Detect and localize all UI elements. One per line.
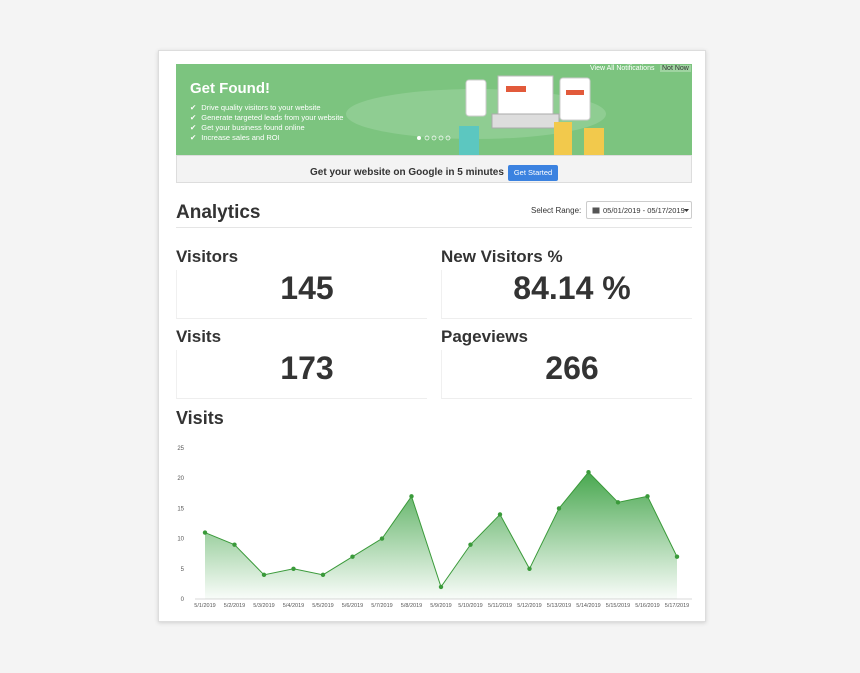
point bbox=[674, 554, 680, 559]
point bbox=[615, 500, 621, 505]
point bbox=[350, 554, 355, 559]
x-tick-label: 5/17/2019 bbox=[665, 603, 689, 609]
stat-box bbox=[441, 350, 692, 399]
range-picker[interactable]: 05/01/2019 - 05/17/2019 bbox=[586, 201, 692, 219]
tablet bbox=[559, 77, 591, 121]
stat-box bbox=[176, 270, 427, 319]
point bbox=[556, 506, 562, 511]
not-now-button[interactable]: Not Now bbox=[660, 65, 691, 72]
banner-bullet: Get your business found online bbox=[190, 123, 304, 132]
stat-value: 145 bbox=[280, 270, 334, 306]
point bbox=[202, 530, 208, 535]
stat-value: 84.14 % bbox=[513, 270, 631, 306]
stat-label: New Visitors % bbox=[441, 247, 563, 266]
chart-title: Visits bbox=[176, 408, 224, 428]
point bbox=[527, 566, 532, 571]
x-tick-label: 5/5/2019 bbox=[312, 603, 333, 609]
point bbox=[261, 572, 267, 578]
analytics-title: Analytics bbox=[176, 202, 261, 223]
cta-text: Get your website on Google in 5 minutes bbox=[310, 167, 504, 178]
stat-box bbox=[441, 270, 692, 319]
calendar-icon bbox=[592, 207, 600, 214]
cta-bar bbox=[176, 155, 692, 183]
range-value: 05/01/2019 - 05/17/2019 bbox=[603, 206, 685, 215]
tablet-block bbox=[566, 90, 584, 95]
divider bbox=[176, 227, 692, 228]
y-tick-label: 10 bbox=[177, 537, 184, 543]
point bbox=[291, 566, 296, 571]
point bbox=[497, 512, 503, 517]
stat-value: 266 bbox=[545, 350, 599, 386]
x-tick-label: 5/15/2019 bbox=[606, 603, 630, 609]
laptop-keyboard bbox=[491, 113, 560, 129]
stat-label: Visitors bbox=[176, 247, 239, 266]
point bbox=[232, 542, 237, 547]
x-tick-label: 5/12/2019 bbox=[517, 603, 541, 609]
arm-right-2 bbox=[584, 128, 604, 155]
laptop-block bbox=[506, 86, 526, 92]
y-tick-label: 5 bbox=[181, 567, 185, 573]
point bbox=[320, 572, 326, 578]
stat-label: Visits bbox=[176, 327, 222, 346]
laptop-screen bbox=[497, 75, 554, 115]
x-tick-label: 5/3/2019 bbox=[253, 603, 274, 609]
stat-label: Pageviews bbox=[441, 327, 528, 346]
y-tick-label: 20 bbox=[177, 476, 184, 482]
point bbox=[645, 494, 650, 499]
y-tick-label: 25 bbox=[177, 446, 184, 452]
x-tick-label: 5/4/2019 bbox=[283, 603, 304, 609]
y-tick-label: 15 bbox=[177, 506, 184, 512]
point bbox=[409, 494, 414, 499]
get-started-button[interactable]: Get Started bbox=[508, 165, 558, 181]
point bbox=[379, 536, 385, 541]
banner-bullet: Drive quality visitors to your website bbox=[190, 103, 320, 112]
x-tick-label: 5/11/2019 bbox=[488, 603, 512, 609]
carousel-dot bbox=[424, 135, 430, 141]
carousel-dot bbox=[417, 136, 421, 140]
range-label: Select Range: bbox=[531, 206, 582, 215]
x-tick-label: 5/16/2019 bbox=[635, 603, 659, 609]
x-tick-label: 5/6/2019 bbox=[342, 603, 363, 609]
caret bbox=[684, 209, 689, 212]
phone bbox=[465, 79, 487, 117]
carousel-dot bbox=[438, 135, 444, 141]
x-tick-label: 5/8/2019 bbox=[401, 603, 422, 609]
x-tick-label: 5/10/2019 bbox=[458, 603, 482, 609]
banner-title: Get Found! bbox=[190, 80, 270, 97]
x-tick-label: 5/2/2019 bbox=[224, 603, 245, 609]
view-all-link[interactable]: View All Notifications bbox=[590, 65, 655, 72]
x-tick-label: 5/1/2019 bbox=[194, 603, 215, 609]
carousel-dot bbox=[445, 135, 451, 141]
stat-box bbox=[176, 350, 427, 399]
x-tick-label: 5/7/2019 bbox=[371, 603, 392, 609]
x-tick-label: 5/14/2019 bbox=[576, 603, 600, 609]
arm-left bbox=[459, 126, 479, 155]
point bbox=[468, 542, 473, 547]
carousel-dot bbox=[431, 135, 437, 141]
banner-illustration bbox=[346, 75, 606, 155]
x-tick-label: 5/13/2019 bbox=[547, 603, 571, 609]
point bbox=[438, 584, 444, 590]
area bbox=[205, 472, 677, 599]
banner-bullet: Increase sales and ROI bbox=[190, 133, 279, 142]
banner-bullet: Generate targeted leads from your websit… bbox=[190, 113, 343, 122]
point bbox=[586, 469, 591, 475]
x-tick-label: 5/9/2019 bbox=[430, 603, 451, 609]
stat-value: 173 bbox=[280, 350, 334, 386]
arm-right bbox=[554, 122, 572, 155]
y-tick-label: 0 bbox=[181, 597, 185, 603]
